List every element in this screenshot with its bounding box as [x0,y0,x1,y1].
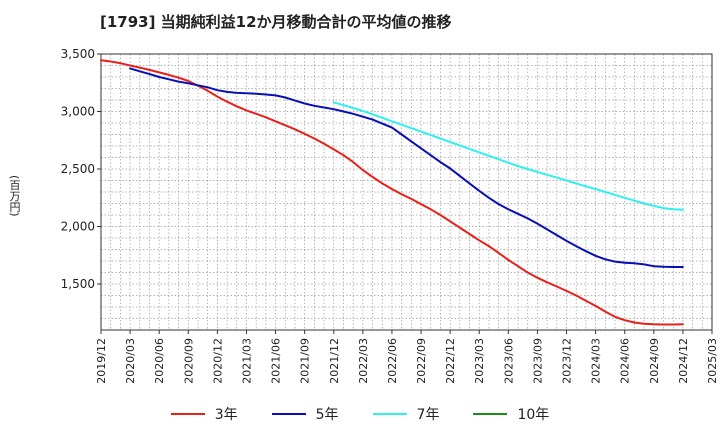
x-tick-label: 2020/09 [182,338,195,384]
legend-label: 3年 [214,407,238,423]
legend: 3年 5年 7年 10年 [0,404,720,424]
x-tick-label: 2024/12 [677,338,690,384]
series-line-2 [129,67,684,268]
y-axis-label: (百万円) [8,175,21,217]
y-tick-label: 2,000 [61,220,95,234]
x-tick-label: 2025/03 [706,338,719,384]
x-tick-label: 2024/09 [648,338,661,384]
x-tick-label: 2023/03 [473,338,486,384]
legend-item: 10年 [473,404,549,424]
legend-swatch [372,413,407,415]
y-tick-label: 1,500 [61,277,95,291]
x-tick-label: 2022/12 [444,338,457,384]
x-tick-label: 2023/12 [561,338,574,384]
legend-swatch [170,413,205,415]
legend-item: 5年 [271,404,339,424]
y-tick-label: 3,500 [61,47,95,61]
x-tick-label: 2019/12 [95,338,108,384]
legend-swatch [473,413,508,415]
x-tick-label: 2021/09 [299,338,312,384]
x-tick-label: 2020/12 [211,338,224,384]
x-tick-label: 2022/09 [415,338,428,384]
chart-title: [1793] 当期純利益12か月移動合計の平均値の推移 [100,13,452,31]
x-tick-label: 2022/06 [386,338,399,384]
x-tick-label: 2024/03 [590,338,603,384]
y-tick-label: 3,000 [61,105,95,119]
plot-frame [100,53,713,331]
x-tick-label: 2021/06 [270,338,283,384]
legend-label: 5年 [315,407,339,423]
legend-label: 7年 [416,407,440,423]
x-tick-label: 2024/06 [619,338,632,384]
x-tick-label: 2022/03 [357,338,370,384]
y-tick-label: 2,500 [61,162,95,176]
x-tick-label: 2023/09 [531,338,544,384]
legend-label: 10年 [517,407,550,423]
x-tick-label: 2020/06 [153,338,166,384]
legend-item: 3年 [170,404,238,424]
x-tick-label: 2021/12 [328,338,341,384]
legend-swatch [271,413,306,415]
x-tick-label: 2020/03 [124,338,137,384]
legend-item: 7年 [372,404,440,424]
series-line-3 [332,101,684,211]
x-tick-label: 2023/06 [502,338,515,384]
x-tick-label: 2021/03 [240,338,253,384]
